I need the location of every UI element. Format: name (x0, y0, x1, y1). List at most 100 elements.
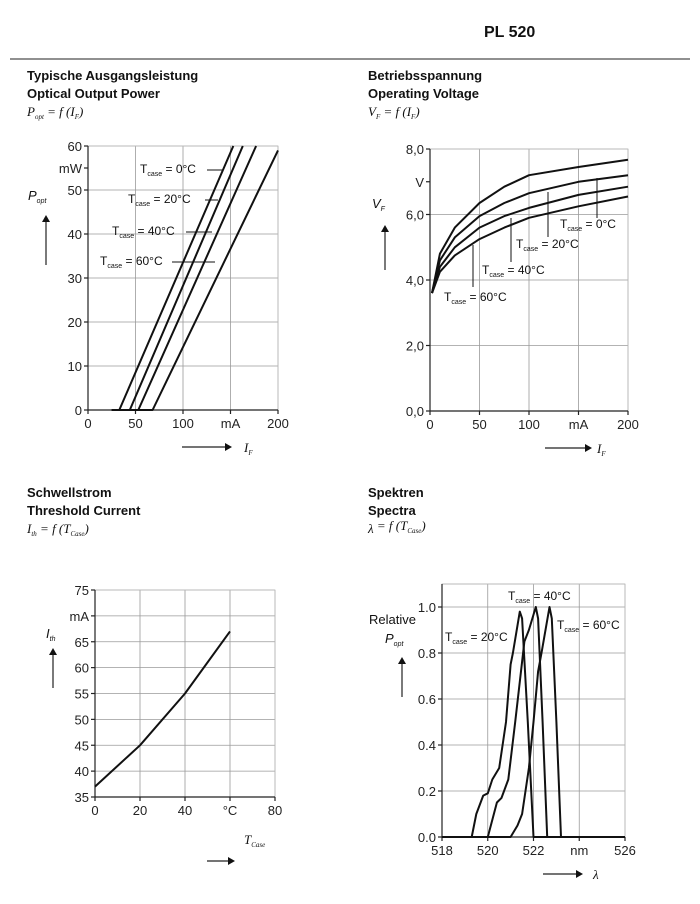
x-tick-label: 20 (133, 803, 147, 818)
x-tick-label: mA (569, 417, 589, 432)
arrow-right-icon (585, 444, 592, 452)
y-tick-label: 65 (75, 635, 89, 650)
y-axis-label-sub: opt (394, 641, 405, 648)
series-label-rest: = 0°C (162, 162, 196, 176)
formula-x-sub: F (410, 113, 416, 121)
series-label-sub: case (119, 233, 134, 240)
formula-mid: = f ( (37, 521, 64, 536)
page-header-title: PL 520 (484, 24, 535, 41)
x-tick-label: 50 (128, 416, 142, 431)
series-label: Tcase = 20°C (445, 630, 508, 646)
y-tick-label: 50 (68, 183, 82, 198)
series-label-t: T (482, 263, 490, 277)
series-label-sub: case (147, 171, 162, 178)
x-axis-label-symbol: I (596, 441, 602, 456)
y-axis-label: Ith (46, 626, 56, 643)
series-label-sub: case (489, 272, 504, 279)
formula-x: I (406, 104, 412, 119)
y-axis-label-prefix: Relative (369, 612, 416, 627)
x-tick-label: °C (223, 803, 238, 818)
formula-mid: = f ( (374, 518, 401, 533)
y-tick-label: 10 (68, 359, 82, 374)
x-tick-label: 526 (614, 843, 636, 858)
series-label-sub: case (107, 263, 122, 270)
y-tick-label: 1.0 (418, 600, 436, 615)
series-line-1 (442, 610, 625, 838)
series-label-sub: case (564, 627, 579, 634)
series-label: Tcase = 20°C (516, 237, 579, 253)
x-tick-label: 50 (472, 417, 486, 432)
series-label: Tcase = 40°C (508, 589, 571, 605)
y-tick-label: 55 (75, 687, 89, 702)
series-label: Tcase = 0°C (560, 217, 616, 233)
series-label-rest: = 60°C (122, 254, 163, 268)
chart-title: Optical Output Power (27, 86, 160, 101)
chart-title: Spectra (368, 503, 416, 518)
series-label-t: T (557, 618, 565, 632)
formula-y-sub: th (31, 530, 37, 538)
chart-title-german: Schwellstrom (27, 485, 112, 500)
y-tick-label: 20 (68, 315, 82, 330)
y-tick-label: 0.2 (418, 784, 436, 799)
x-axis-label-symbol: I (243, 440, 249, 455)
series-label-sub: case (515, 598, 530, 605)
y-tick-label: 0.6 (418, 692, 436, 707)
formula-x-sub: Case (407, 527, 421, 535)
y-tick-label: 40 (75, 764, 89, 779)
series-label-t: T (508, 589, 516, 603)
series-label-sub: case (451, 299, 466, 306)
y-tick-label: 50 (75, 712, 89, 727)
y-axis-label-symbol: V (372, 196, 382, 211)
y-tick-label: 30 (68, 271, 82, 286)
series-label-t: T (445, 630, 453, 644)
chart-title-german: Spektren (368, 485, 424, 500)
x-axis-label-sub: Case (251, 841, 265, 849)
series-label: Tcase = 0°C (140, 162, 196, 178)
arrow-up-icon (42, 215, 50, 222)
x-tick-label: 40 (178, 803, 192, 818)
series-line-3 (442, 606, 625, 838)
series-label-sub: case (135, 201, 150, 208)
formula-y: P (26, 104, 35, 119)
x-tick-label: 200 (267, 416, 289, 431)
charts: Typische Ausgangsleistung Optical Output … (26, 68, 639, 882)
series-line-3 (431, 185, 629, 294)
y-tick-label: 0.0 (418, 830, 436, 845)
chart-formula: λ = f (TCase) (367, 518, 426, 536)
series-label-rest: = 40°C (504, 263, 545, 277)
arrow-up-icon (49, 648, 57, 655)
y-tick-label: 0 (75, 403, 82, 418)
chart-title: Operating Voltage (368, 86, 479, 101)
series-label-t: T (444, 290, 452, 304)
x-axis-label-sub: F (247, 449, 253, 457)
formula-x-sub: Case (71, 530, 85, 538)
series-label-rest: = 20°C (467, 630, 508, 644)
formula-mid: = f ( (380, 104, 407, 119)
formula-x: I (69, 104, 75, 119)
series-label-rest: = 60°C (579, 618, 620, 632)
formula-mid: = f ( (44, 104, 71, 119)
chart-1: Typische Ausgangsleistung Optical Output … (26, 68, 289, 457)
formula-y: I (26, 521, 32, 536)
series-label: Tcase = 60°C (100, 254, 163, 270)
formula-x: T (63, 521, 71, 536)
y-axis-label-sub: F (381, 206, 386, 213)
y-tick-label: 60 (75, 661, 89, 676)
x-axis-label: IF (243, 440, 253, 457)
series-label-t: T (516, 237, 524, 251)
y-tick-label: 75 (75, 583, 89, 598)
formula-end: ) (84, 521, 89, 536)
series-label-sub: case (567, 226, 582, 233)
y-tick-label: V (415, 175, 424, 190)
arrow-up-icon (398, 657, 406, 664)
x-axis-label-sub: F (600, 450, 606, 458)
x-axis-label-symbol: λ (592, 867, 599, 882)
series-label-rest: = 40°C (134, 224, 175, 238)
arrow-right-icon (576, 870, 583, 878)
series-label-t: T (128, 192, 136, 206)
series-label-t: T (140, 162, 148, 176)
y-axis-label-symbol: P (28, 188, 37, 203)
x-tick-label: 0 (426, 417, 433, 432)
